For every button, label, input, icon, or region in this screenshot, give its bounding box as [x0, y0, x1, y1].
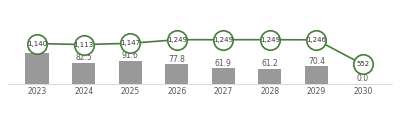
Text: 1,140: 1,140: [27, 41, 47, 47]
Bar: [118, 61, 142, 84]
Bar: [165, 64, 188, 84]
Text: 70.4: 70.4: [308, 57, 325, 66]
Bar: [72, 63, 95, 84]
Text: 77.8: 77.8: [168, 55, 185, 64]
Text: 61.2: 61.2: [262, 59, 278, 68]
Bar: [258, 69, 282, 84]
Text: 1,113: 1,113: [74, 42, 94, 48]
Text: 1,249: 1,249: [167, 37, 187, 43]
Text: 552: 552: [356, 61, 370, 67]
Bar: [305, 66, 328, 84]
Bar: [212, 68, 235, 84]
Bar: [26, 53, 49, 84]
Text: 1,246: 1,246: [306, 37, 326, 43]
Text: 0.0: 0.0: [357, 74, 369, 83]
Text: 91.6: 91.6: [122, 51, 139, 60]
Text: 1,147: 1,147: [120, 40, 140, 46]
Text: 61.9: 61.9: [215, 59, 232, 68]
Text: 82.5: 82.5: [75, 54, 92, 63]
Text: 1,249: 1,249: [213, 37, 233, 43]
Text: 1,249: 1,249: [260, 37, 280, 43]
Text: 123.2: 123.2: [26, 43, 48, 52]
